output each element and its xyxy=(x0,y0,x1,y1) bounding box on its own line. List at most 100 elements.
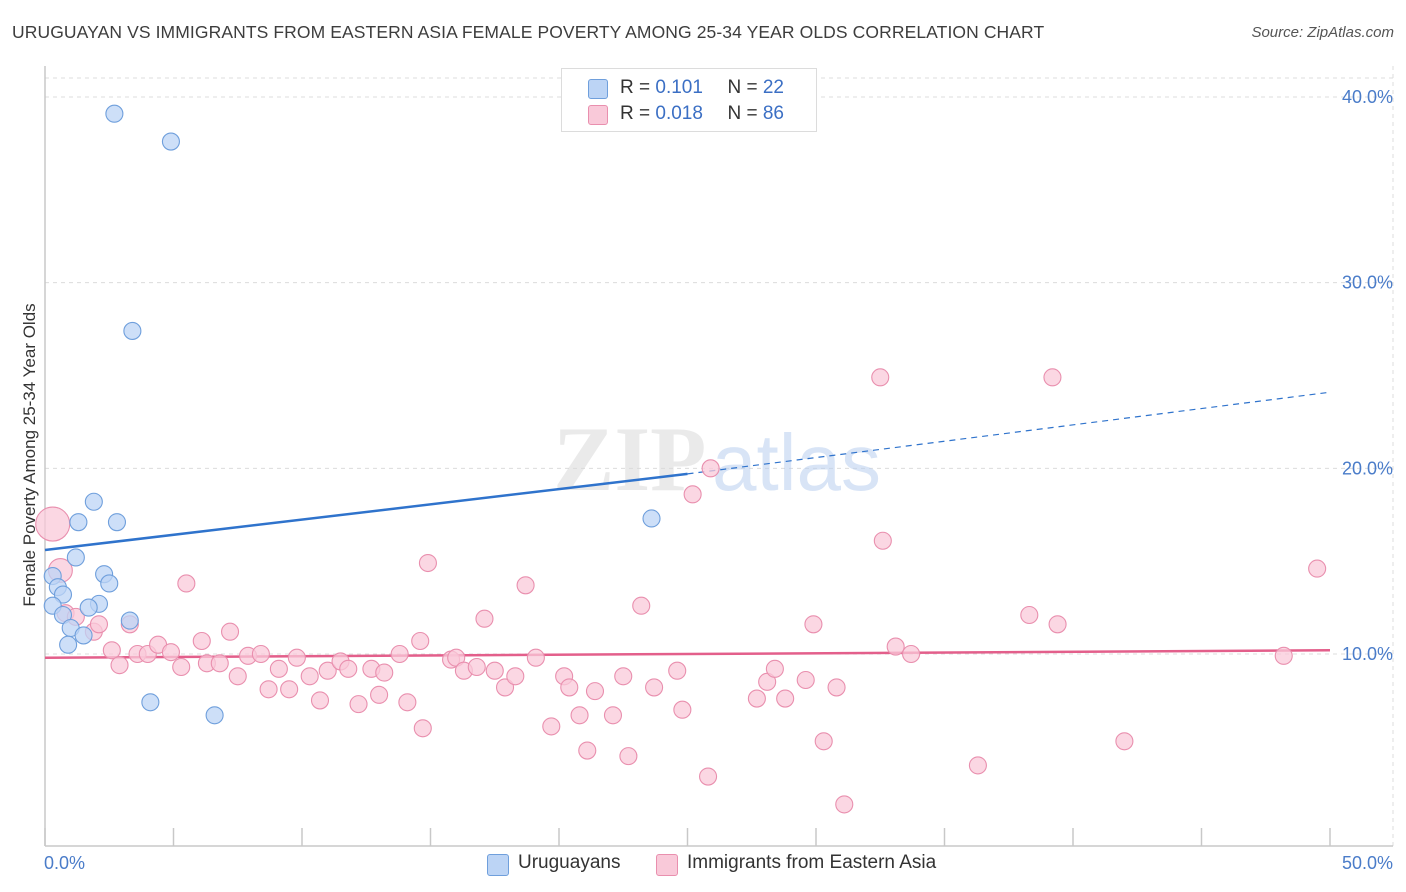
immigrant-point xyxy=(35,506,71,542)
series-label-immigrants: Immigrants from Eastern Asia xyxy=(687,852,937,873)
immigrant-point xyxy=(796,670,815,690)
uruguayan-point xyxy=(120,611,139,630)
immigrant-point xyxy=(603,706,623,725)
immigrant-point xyxy=(210,654,229,673)
legend-n-label: N = xyxy=(727,77,763,98)
immigrant-point xyxy=(827,678,846,697)
axes xyxy=(44,66,1393,847)
uruguayan-point xyxy=(66,548,85,567)
immigrant-point xyxy=(506,667,525,686)
legend-swatch-immigrants xyxy=(588,105,608,125)
watermark-zip: ZIP xyxy=(553,408,706,510)
immigrant-point xyxy=(413,719,432,738)
uruguayan-point xyxy=(105,104,124,123)
immigrant-point xyxy=(804,615,823,634)
chart-title: URUGUAYAN VS IMMIGRANTS FROM EASTERN ASI… xyxy=(12,22,1045,42)
immigrant-point xyxy=(398,693,417,712)
immigrant-point xyxy=(370,685,389,704)
uruguayan-point xyxy=(205,706,224,725)
immigrant-point xyxy=(318,661,337,680)
immigrant-point xyxy=(673,700,692,719)
immigrant-point xyxy=(411,631,430,651)
immigrant-point xyxy=(300,667,319,686)
series-label-uruguayans: Uruguayans xyxy=(518,852,621,873)
immigrant-point xyxy=(871,368,890,387)
uruguayan-point xyxy=(79,598,98,617)
uruguayan-point xyxy=(53,585,73,604)
source-credit: Source: ZipAtlas.com xyxy=(1251,24,1394,41)
immigrant-point xyxy=(526,648,545,667)
legend-swatch-uruguayans xyxy=(588,79,608,99)
uruguayan-trend-extension xyxy=(687,391,1331,475)
tick-labels: 10.0% 20.0% 30.0% 40.0% 0.0% 50.0% xyxy=(44,87,1393,873)
immigrant-point xyxy=(269,659,288,678)
uruguayan-point xyxy=(107,513,127,532)
immigrant-point xyxy=(192,631,211,651)
immigrant-point xyxy=(699,767,718,786)
y-axis-label: Female Poverty Among 25-34 Year Olds xyxy=(20,303,39,607)
uruguayan-point xyxy=(141,693,160,712)
immigrant-point xyxy=(645,678,664,697)
immigrant-point xyxy=(968,756,987,775)
immigrant-point xyxy=(375,663,394,682)
immigrant-point xyxy=(495,678,515,697)
y-tick-label: 20.0% xyxy=(1342,458,1393,478)
immigrant-point xyxy=(228,667,247,686)
series-swatch-immigrants xyxy=(656,854,678,876)
immigrant-point xyxy=(542,717,561,736)
correlation-legend: R = 0.101 N = 22 R = 0.018 N = 86 xyxy=(561,68,817,132)
immigrant-point xyxy=(1308,559,1327,578)
y-tick-label: 10.0% xyxy=(1342,644,1393,664)
immigrant-point xyxy=(310,691,330,710)
immigrant-point xyxy=(1048,615,1067,634)
series-swatch-uruguayans xyxy=(487,854,509,876)
immigrant-point xyxy=(886,637,905,656)
immigrant-point xyxy=(585,682,605,701)
immigrant-point xyxy=(776,689,795,708)
immigrant-point xyxy=(619,747,638,766)
immigrant-point xyxy=(102,641,121,660)
immigrant-point xyxy=(280,680,299,699)
legend-n-value: 22 xyxy=(762,77,784,98)
immigrant-point xyxy=(349,695,368,714)
legend-r-label: R = xyxy=(620,77,656,98)
immigrant-point xyxy=(1274,646,1293,665)
immigrant-point xyxy=(614,667,633,686)
immigrant-point xyxy=(683,485,702,504)
immigrant-point xyxy=(418,553,437,573)
uruguayan-point xyxy=(123,321,142,340)
legend-r-value: 0.018 xyxy=(655,103,703,124)
immigrant-point xyxy=(835,795,854,814)
immigrant-point xyxy=(902,644,921,664)
immigrant-point xyxy=(873,531,892,550)
legend-r-label: R = xyxy=(620,103,656,124)
immigrant-point xyxy=(632,596,651,615)
legend-r-value: 0.101 xyxy=(655,77,703,98)
data-points xyxy=(35,104,1327,814)
immigrant-point xyxy=(287,648,306,667)
immigrant-point xyxy=(668,661,687,680)
immigrant-point xyxy=(172,657,191,677)
immigrant-point xyxy=(390,644,409,664)
legend-n-value: 86 xyxy=(762,103,784,124)
immigrant-point xyxy=(220,622,240,641)
immigrant-point xyxy=(475,609,494,628)
uruguayan-point xyxy=(84,492,103,511)
immigrant-point xyxy=(747,689,766,708)
immigrant-point xyxy=(110,656,129,675)
uruguayan-trend-line xyxy=(44,472,688,552)
immigrant-point xyxy=(516,576,535,595)
immigrant-point xyxy=(161,643,180,662)
uruguayan-point xyxy=(74,626,93,645)
immigrant-point xyxy=(339,659,358,678)
immigrant-point xyxy=(1115,732,1134,751)
uruguayan-point xyxy=(69,513,88,532)
immigrant-point xyxy=(1020,605,1039,625)
uruguayan-point xyxy=(59,635,78,654)
uruguayan-point xyxy=(100,574,119,593)
legend-n-label: N = xyxy=(727,103,763,124)
immigrant-point xyxy=(485,661,504,680)
immigrant-point xyxy=(89,615,109,634)
x-tick-label: 50.0% xyxy=(1342,853,1393,873)
